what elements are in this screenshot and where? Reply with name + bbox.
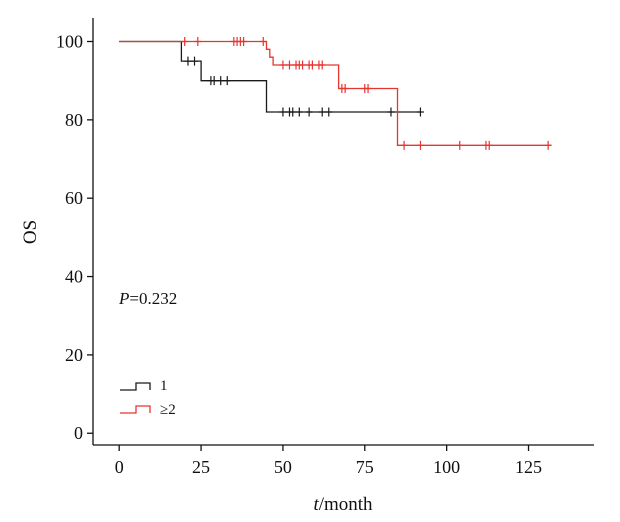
p-value: =0.232 — [129, 289, 177, 308]
x-tick-label: 75 — [356, 457, 374, 477]
y-tick-label: 40 — [65, 267, 83, 287]
y-tick-label: 20 — [65, 345, 83, 365]
censor-mark-2 — [194, 37, 202, 47]
x-axis-title-var: t — [313, 494, 319, 515]
survival-curves — [119, 37, 552, 150]
axes — [92, 18, 594, 446]
censor-mark-2 — [341, 84, 349, 94]
y-tick-label: 0 — [74, 423, 83, 443]
censor-mark-2 — [456, 140, 464, 150]
censor-mark-1 — [279, 107, 287, 117]
censor-mark-1 — [217, 76, 225, 86]
censor-mark-1 — [318, 107, 326, 117]
legend-label-2: ≥2 — [160, 402, 176, 418]
censor-mark-2 — [544, 140, 552, 150]
censor-mark-2 — [181, 37, 189, 47]
y-tick-label: 60 — [65, 188, 83, 208]
survival-curve-2 — [119, 40, 552, 146]
censor-mark-2 — [400, 140, 408, 150]
censor-mark-1 — [184, 56, 192, 66]
x-tick-label: 25 — [192, 457, 210, 477]
censor-mark-2 — [299, 60, 307, 70]
censor-mark-1 — [305, 107, 313, 117]
x-tick-label: 0 — [115, 457, 124, 477]
p-label: P — [118, 289, 129, 308]
x-tick-label: 50 — [274, 457, 292, 477]
censor-mark-1 — [416, 107, 424, 117]
x-tick-label: 125 — [515, 457, 542, 477]
censor-mark-2 — [285, 60, 293, 70]
x-tick-label: 100 — [433, 457, 460, 477]
ticks: 0 25 50 75 100 125 0 20 40 60 80 100 — [56, 32, 542, 477]
censor-mark-2 — [364, 84, 372, 94]
legend-label-1: 1 — [160, 378, 168, 394]
p-value-annotation: P=0.232 — [118, 289, 177, 308]
survival-curve-1 — [119, 40, 421, 113]
censor-mark-2 — [318, 60, 326, 70]
censor-mark-2 — [259, 37, 267, 47]
legend-swatch-1 — [120, 382, 151, 391]
legend-swatch-2 — [120, 405, 151, 414]
censor-mark-1 — [191, 56, 199, 66]
legend: 1 ≥2 — [120, 378, 176, 418]
censor-mark-1 — [289, 107, 297, 117]
x-axis-title: t/month — [313, 494, 373, 515]
y-tick-label: 100 — [56, 32, 83, 52]
censor-mark-2 — [308, 60, 316, 70]
y-tick-label: 80 — [65, 110, 83, 130]
censor-mark-1 — [387, 107, 395, 117]
censor-mark-1 — [210, 76, 218, 86]
censor-mark-1 — [223, 76, 231, 86]
censor-mark-2 — [240, 37, 248, 47]
censor-mark-2 — [485, 140, 493, 150]
x-axis-title-unit: /month — [319, 494, 373, 515]
censor-mark-1 — [295, 107, 303, 117]
censor-mark-2 — [279, 60, 287, 70]
censor-mark-1 — [325, 107, 333, 117]
y-axis-title: OS — [20, 220, 41, 244]
censor-mark-2 — [416, 140, 424, 150]
